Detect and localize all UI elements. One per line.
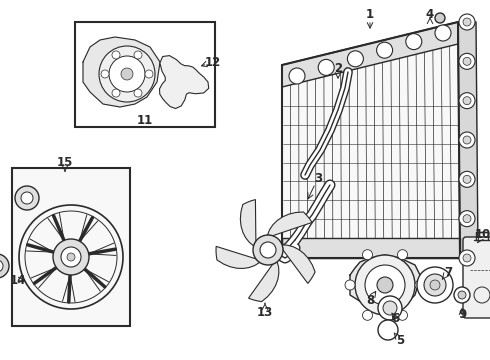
Polygon shape bbox=[216, 246, 260, 269]
Text: 11: 11 bbox=[137, 113, 153, 126]
Circle shape bbox=[459, 250, 475, 266]
Circle shape bbox=[15, 186, 39, 210]
Circle shape bbox=[318, 59, 334, 75]
Polygon shape bbox=[350, 255, 420, 308]
Circle shape bbox=[463, 215, 471, 223]
Circle shape bbox=[363, 250, 372, 260]
Circle shape bbox=[435, 13, 445, 23]
Text: 10: 10 bbox=[475, 229, 490, 242]
Text: 9: 9 bbox=[458, 309, 466, 321]
Polygon shape bbox=[241, 199, 256, 246]
Circle shape bbox=[463, 18, 471, 26]
Text: 1: 1 bbox=[366, 8, 374, 21]
Polygon shape bbox=[282, 245, 315, 283]
Circle shape bbox=[347, 51, 364, 67]
Circle shape bbox=[112, 51, 120, 59]
Circle shape bbox=[0, 254, 9, 278]
FancyBboxPatch shape bbox=[463, 237, 490, 318]
Circle shape bbox=[61, 247, 81, 267]
Circle shape bbox=[397, 250, 408, 260]
Bar bbox=[12, 168, 130, 326]
Text: 8: 8 bbox=[366, 293, 374, 306]
Circle shape bbox=[345, 280, 355, 290]
Circle shape bbox=[397, 310, 408, 320]
Circle shape bbox=[459, 211, 475, 227]
Circle shape bbox=[134, 89, 142, 97]
Text: 4: 4 bbox=[426, 8, 434, 21]
Circle shape bbox=[53, 239, 89, 275]
Polygon shape bbox=[282, 238, 460, 258]
Polygon shape bbox=[458, 22, 478, 258]
Circle shape bbox=[459, 53, 475, 69]
Text: 13: 13 bbox=[257, 306, 273, 319]
Circle shape bbox=[289, 68, 305, 84]
Text: 5: 5 bbox=[396, 333, 404, 346]
Circle shape bbox=[459, 132, 475, 148]
Circle shape bbox=[377, 277, 393, 293]
Circle shape bbox=[459, 171, 475, 187]
Circle shape bbox=[463, 175, 471, 183]
Polygon shape bbox=[282, 22, 460, 258]
Circle shape bbox=[406, 33, 422, 50]
Circle shape bbox=[355, 255, 415, 315]
Circle shape bbox=[415, 280, 425, 290]
Circle shape bbox=[459, 93, 475, 109]
Circle shape bbox=[435, 25, 451, 41]
Bar bbox=[75, 22, 215, 127]
Text: 3: 3 bbox=[314, 171, 322, 184]
Circle shape bbox=[377, 42, 392, 58]
Polygon shape bbox=[282, 22, 458, 87]
Circle shape bbox=[417, 267, 453, 303]
Text: 14: 14 bbox=[10, 274, 26, 287]
Circle shape bbox=[424, 274, 446, 296]
Circle shape bbox=[363, 310, 372, 320]
Circle shape bbox=[101, 70, 109, 78]
Text: 6: 6 bbox=[391, 311, 399, 324]
Circle shape bbox=[112, 89, 120, 97]
Circle shape bbox=[109, 56, 145, 92]
Circle shape bbox=[454, 287, 470, 303]
Circle shape bbox=[463, 254, 471, 262]
Text: 2: 2 bbox=[334, 62, 342, 75]
Circle shape bbox=[121, 68, 133, 80]
Polygon shape bbox=[160, 55, 209, 108]
Text: 15: 15 bbox=[57, 156, 73, 168]
Circle shape bbox=[134, 51, 142, 59]
Circle shape bbox=[0, 260, 3, 272]
Circle shape bbox=[145, 70, 153, 78]
Circle shape bbox=[378, 296, 402, 320]
Polygon shape bbox=[83, 37, 160, 107]
Polygon shape bbox=[268, 212, 312, 236]
Polygon shape bbox=[248, 262, 279, 302]
Circle shape bbox=[260, 242, 276, 258]
Circle shape bbox=[365, 265, 405, 305]
Circle shape bbox=[67, 253, 75, 261]
Circle shape bbox=[463, 57, 471, 65]
Circle shape bbox=[458, 291, 466, 299]
Text: 7: 7 bbox=[444, 266, 452, 279]
Circle shape bbox=[430, 280, 440, 290]
Circle shape bbox=[21, 192, 33, 204]
Circle shape bbox=[459, 14, 475, 30]
Circle shape bbox=[253, 235, 283, 265]
Text: 12: 12 bbox=[205, 55, 221, 68]
Circle shape bbox=[463, 136, 471, 144]
Circle shape bbox=[378, 320, 398, 340]
Circle shape bbox=[463, 97, 471, 105]
Circle shape bbox=[383, 301, 397, 315]
Circle shape bbox=[99, 46, 155, 102]
